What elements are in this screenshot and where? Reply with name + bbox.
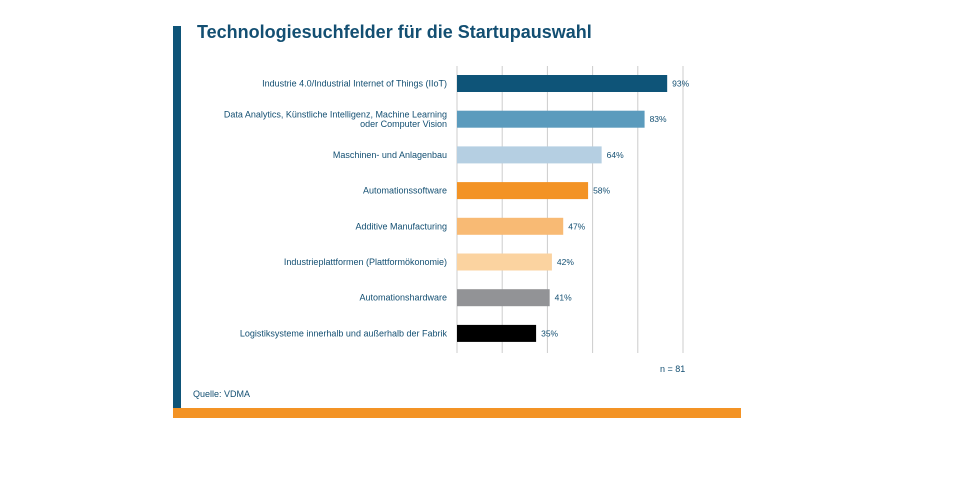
value-label: 41%	[555, 293, 572, 303]
category-label: Maschinen- und Anlagenbau	[333, 150, 447, 160]
bars	[457, 75, 668, 342]
category-label: Automationssoftware	[363, 186, 447, 196]
value-label: 58%	[593, 186, 610, 196]
frame-bottom-bar	[173, 408, 741, 418]
category-label: Automationshardware	[359, 293, 447, 303]
bar	[457, 324, 537, 342]
chart-title: Technologiesuchfelder für die Startupaus…	[197, 22, 592, 42]
bar	[457, 217, 564, 235]
category-labels: Industrie 4.0/Industrial Internet of Thi…	[224, 79, 448, 339]
bar	[457, 182, 589, 200]
bar	[457, 289, 550, 307]
bar	[457, 146, 602, 164]
value-label: 47%	[568, 221, 585, 231]
value-labels: 93% 83% 64% 58% 47% 42% 41% 35%	[541, 79, 690, 339]
category-label: Logistiksysteme innerhalb und außerhalb …	[240, 328, 448, 338]
category-label: Industrie 4.0/Industrial Internet of Thi…	[262, 79, 447, 89]
value-label: 35%	[541, 328, 558, 338]
category-label: Additive Manufacturing	[355, 221, 447, 231]
frame-left-bar	[173, 26, 181, 418]
category-label: Industrieplattformen (Plattformökonomie)	[284, 257, 447, 267]
bar	[457, 253, 552, 271]
value-label: 42%	[557, 257, 574, 267]
bar	[457, 75, 668, 92]
sample-size-note: n = 81	[660, 364, 686, 374]
grid-lines	[456, 66, 684, 353]
value-label: 93%	[672, 79, 689, 89]
source-note: Quelle: VDMA	[193, 389, 251, 399]
category-label: Data Analytics, Künstliche Intelligenz, …	[224, 109, 447, 129]
value-label: 83%	[650, 114, 667, 124]
bar	[457, 110, 645, 128]
value-label: 64%	[607, 150, 624, 160]
